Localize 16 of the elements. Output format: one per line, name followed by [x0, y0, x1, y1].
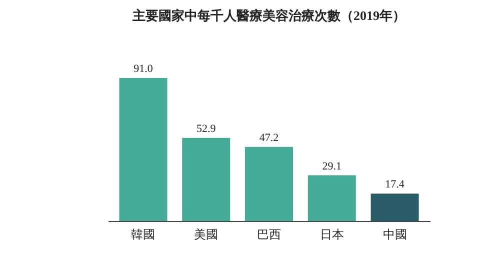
x-tick-label: 日本 — [320, 228, 344, 242]
bar — [245, 146, 293, 221]
x-tick-label: 中國 — [382, 228, 407, 242]
bar — [119, 78, 168, 221]
data-label: 91.0 — [134, 63, 154, 75]
x-tick-label: 美國 — [194, 228, 218, 242]
bar — [308, 175, 356, 221]
bar — [370, 194, 419, 221]
chart-title: 主要國家中每千人醫療美容治療次數（2019年） — [132, 8, 406, 23]
data-label: 47.2 — [259, 132, 279, 144]
data-label: 17.4 — [385, 178, 405, 191]
data-label: 29.1 — [322, 160, 342, 172]
x-tick-label: 韓國 — [131, 228, 156, 242]
x-tick-label: 巴西 — [257, 228, 281, 242]
bar — [182, 138, 230, 221]
data-label: 52.9 — [196, 122, 216, 135]
